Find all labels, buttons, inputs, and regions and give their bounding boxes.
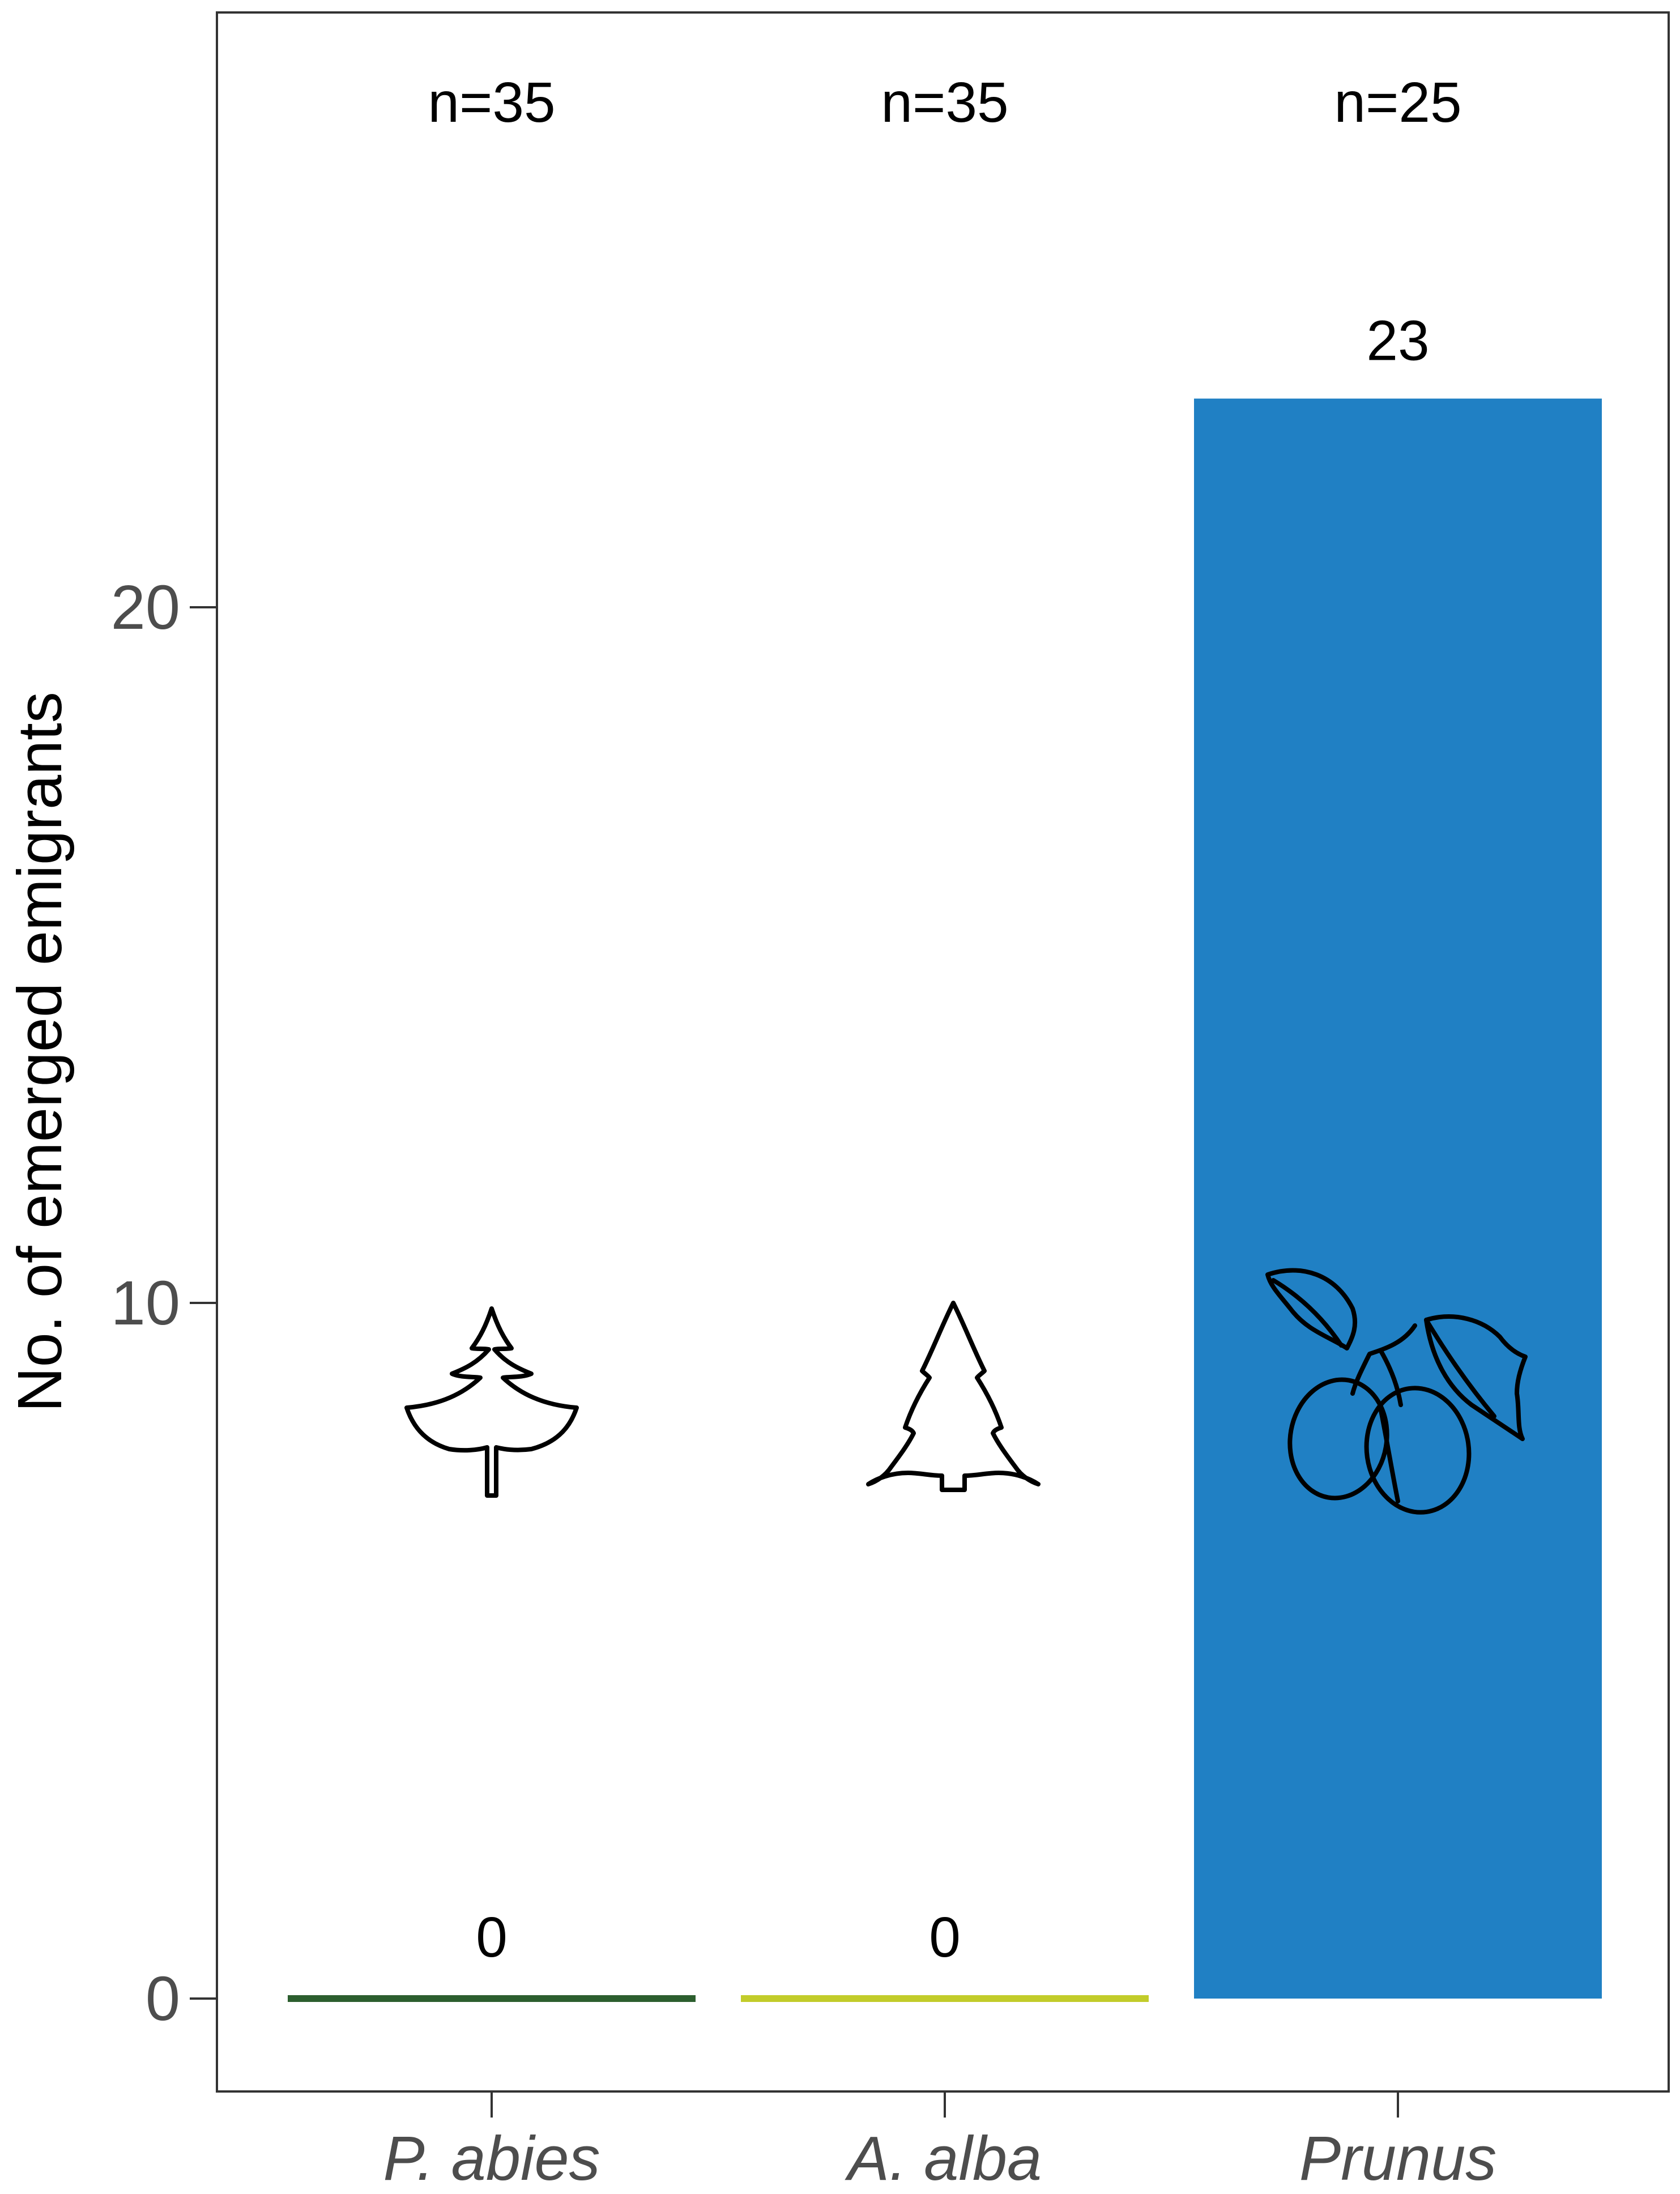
y-tick-label: 10 xyxy=(111,1268,180,1338)
value-labels: 0 0 23 xyxy=(476,309,1429,1969)
plum-fruit-icon xyxy=(1265,1268,1528,1515)
bars xyxy=(288,398,1602,2002)
sample-size-label: n=35 xyxy=(428,71,555,134)
x-tick-label: A. alba xyxy=(845,2124,1042,2193)
x-axis: P. abies A. alba Prunus xyxy=(383,2091,1496,2193)
plot-panel xyxy=(216,11,1670,2093)
sample-size-label: n=25 xyxy=(1334,71,1461,134)
bar-value-label: 0 xyxy=(929,1906,961,1969)
y-tick-label: 0 xyxy=(146,1964,180,2034)
y-axis-title: No. of emerged emigrants xyxy=(5,692,75,1412)
sample-size-labels: n=35 n=35 n=25 xyxy=(428,71,1461,134)
spruce-tree-icon xyxy=(404,1306,579,1498)
bar-value-label: 0 xyxy=(476,1906,508,1969)
bar-value-label: 23 xyxy=(1366,309,1429,373)
bar xyxy=(1194,398,1602,1999)
bar xyxy=(741,1995,1149,2002)
y-axis: 0 10 20 xyxy=(111,573,217,2034)
fir-tree-icon xyxy=(866,1301,1041,1492)
sample-size-label: n=35 xyxy=(881,71,1008,134)
bar xyxy=(288,1995,696,2002)
x-tick-label: P. abies xyxy=(383,2124,600,2193)
x-tick-label: Prunus xyxy=(1299,2124,1497,2193)
y-tick-label: 20 xyxy=(111,573,180,642)
